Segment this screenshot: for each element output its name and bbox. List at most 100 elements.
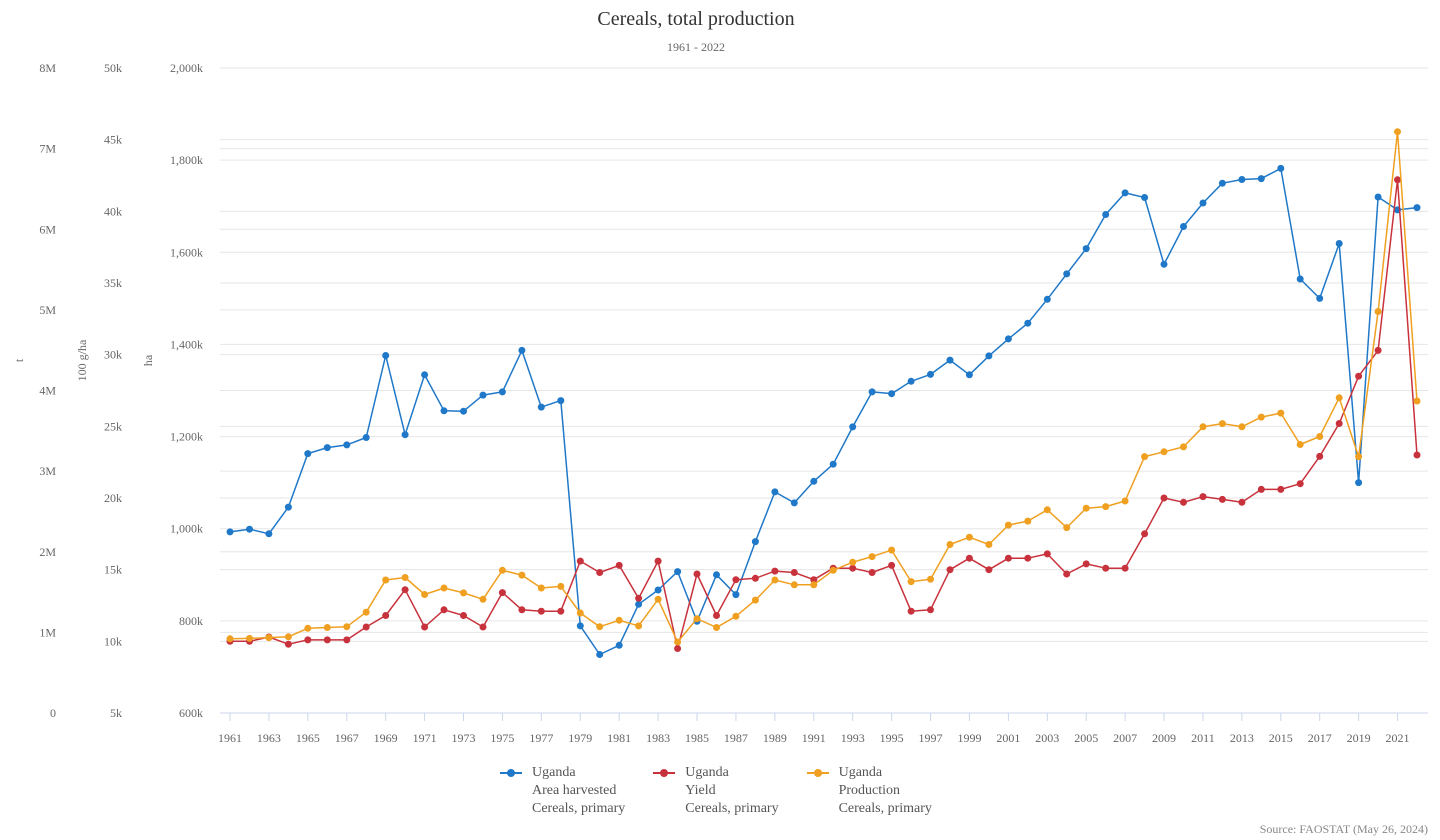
data-point-yield[interactable] xyxy=(1063,570,1071,578)
data-point-area-harvested[interactable] xyxy=(246,525,253,533)
data-point-production[interactable] xyxy=(1257,413,1265,421)
data-point-yield[interactable] xyxy=(771,567,779,575)
data-point-yield[interactable] xyxy=(362,623,370,631)
data-point-area-harvested[interactable] xyxy=(1141,194,1149,201)
data-point-area-harvested[interactable] xyxy=(829,460,837,468)
data-point-production[interactable] xyxy=(1141,453,1149,461)
data-point-production[interactable] xyxy=(1394,128,1401,136)
data-point-yield[interactable] xyxy=(479,623,487,631)
data-point-yield[interactable] xyxy=(654,557,662,565)
data-point-area-harvested[interactable] xyxy=(576,622,584,630)
data-point-area-harvested[interactable] xyxy=(1335,240,1343,247)
data-point-area-harvested[interactable] xyxy=(1043,295,1051,303)
legend-item-area-harvested[interactable]: Uganda Area harvested Cereals, primary xyxy=(500,764,625,818)
data-point-area-harvested[interactable] xyxy=(810,477,818,485)
data-point-production[interactable] xyxy=(1121,497,1129,505)
data-point-production[interactable] xyxy=(965,533,973,541)
data-point-area-harvested[interactable] xyxy=(1199,199,1207,207)
data-point-yield[interactable] xyxy=(751,574,759,582)
data-point-production[interactable] xyxy=(927,575,934,583)
data-point-production[interactable] xyxy=(1335,394,1343,402)
data-point-area-harvested[interactable] xyxy=(362,434,370,441)
legend-item-yield[interactable]: Uganda Yield Cereals, primary xyxy=(653,764,779,818)
data-point-yield[interactable] xyxy=(1394,176,1401,184)
data-point-area-harvested[interactable] xyxy=(1374,193,1382,201)
data-point-yield[interactable] xyxy=(1296,480,1304,488)
data-point-area-harvested[interactable] xyxy=(790,499,798,507)
data-point-yield[interactable] xyxy=(1335,420,1343,427)
data-point-yield[interactable] xyxy=(537,607,545,615)
data-point-area-harvested[interactable] xyxy=(907,377,915,385)
data-point-production[interactable] xyxy=(810,581,818,589)
data-point-yield[interactable] xyxy=(1355,372,1363,380)
data-point-production[interactable] xyxy=(401,574,409,581)
data-point-area-harvested[interactable] xyxy=(1413,204,1421,212)
data-point-yield[interactable] xyxy=(674,645,682,652)
data-point-production[interactable] xyxy=(440,584,448,592)
data-point-yield[interactable] xyxy=(732,576,740,584)
data-point-area-harvested[interactable] xyxy=(460,407,467,415)
data-point-yield[interactable] xyxy=(382,612,390,619)
data-point-area-harvested[interactable] xyxy=(1102,211,1110,218)
data-point-production[interactable] xyxy=(1102,503,1110,511)
data-point-area-harvested[interactable] xyxy=(1063,270,1071,278)
data-point-area-harvested[interactable] xyxy=(265,530,273,538)
data-point-area-harvested[interactable] xyxy=(771,488,779,496)
data-point-yield[interactable] xyxy=(965,554,973,562)
data-point-production[interactable] xyxy=(1238,423,1246,431)
data-point-yield[interactable] xyxy=(557,607,565,615)
data-point-yield[interactable] xyxy=(1374,346,1382,354)
data-point-yield[interactable] xyxy=(596,569,604,576)
data-point-yield[interactable] xyxy=(615,561,623,569)
data-point-production[interactable] xyxy=(1043,506,1051,514)
data-point-area-harvested[interactable] xyxy=(868,388,876,396)
data-point-yield[interactable] xyxy=(1141,530,1149,538)
data-point-area-harvested[interactable] xyxy=(518,346,526,354)
data-point-production[interactable] xyxy=(537,584,545,592)
data-point-area-harvested[interactable] xyxy=(1121,189,1129,197)
data-point-yield[interactable] xyxy=(810,576,818,584)
data-point-area-harvested[interactable] xyxy=(1024,319,1032,327)
data-point-yield[interactable] xyxy=(343,636,351,644)
data-point-production[interactable] xyxy=(382,576,390,584)
data-point-area-harvested[interactable] xyxy=(713,571,720,579)
data-point-production[interactable] xyxy=(557,582,565,590)
data-point-area-harvested[interactable] xyxy=(946,356,954,364)
data-point-area-harvested[interactable] xyxy=(1355,479,1363,487)
data-point-production[interactable] xyxy=(1218,420,1226,428)
data-point-production[interactable] xyxy=(304,624,312,632)
data-point-production[interactable] xyxy=(323,624,331,631)
data-point-area-harvested[interactable] xyxy=(323,444,331,452)
data-point-yield[interactable] xyxy=(1199,493,1207,501)
data-point-yield[interactable] xyxy=(1316,452,1324,460)
data-point-yield[interactable] xyxy=(693,570,701,578)
data-point-area-harvested[interactable] xyxy=(401,431,409,439)
data-point-area-harvested[interactable] xyxy=(1218,179,1226,187)
data-point-area-harvested[interactable] xyxy=(985,352,993,360)
data-point-area-harvested[interactable] xyxy=(1316,294,1324,302)
data-point-area-harvested[interactable] xyxy=(927,370,934,378)
data-point-area-harvested[interactable] xyxy=(888,390,896,398)
data-point-production[interactable] xyxy=(946,541,954,548)
data-point-production[interactable] xyxy=(888,546,896,554)
data-point-area-harvested[interactable] xyxy=(1082,245,1090,253)
data-point-yield[interactable] xyxy=(323,636,331,644)
data-point-production[interactable] xyxy=(693,615,701,623)
data-point-yield[interactable] xyxy=(304,636,312,644)
data-point-area-harvested[interactable] xyxy=(1180,223,1187,230)
data-point-production[interactable] xyxy=(1199,423,1207,431)
data-point-yield[interactable] xyxy=(440,606,448,614)
data-point-area-harvested[interactable] xyxy=(849,423,857,431)
data-point-area-harvested[interactable] xyxy=(596,651,604,658)
data-point-production[interactable] xyxy=(460,589,467,597)
data-point-yield[interactable] xyxy=(635,594,643,602)
data-point-production[interactable] xyxy=(829,566,837,574)
data-point-yield[interactable] xyxy=(498,589,506,597)
data-point-yield[interactable] xyxy=(946,566,954,574)
data-point-production[interactable] xyxy=(751,596,759,604)
data-point-production[interactable] xyxy=(596,623,604,631)
data-point-area-harvested[interactable] xyxy=(635,600,643,608)
data-point-area-harvested[interactable] xyxy=(284,503,292,511)
data-point-yield[interactable] xyxy=(985,566,993,574)
data-point-production[interactable] xyxy=(246,634,253,642)
